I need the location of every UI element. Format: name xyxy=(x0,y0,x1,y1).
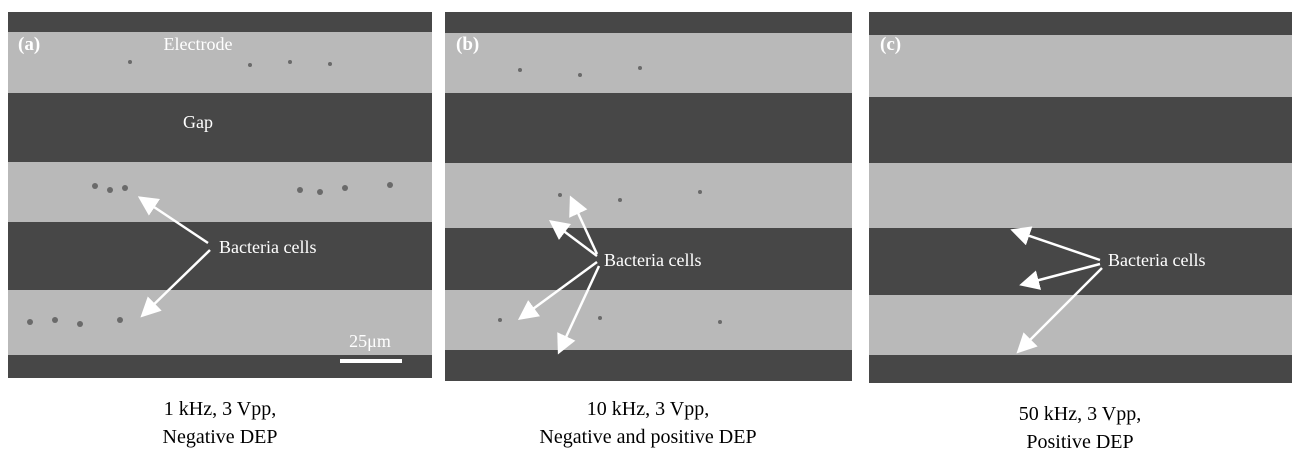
electrode-stripe xyxy=(8,162,432,222)
arrow xyxy=(549,220,598,257)
electrode-stripe xyxy=(445,163,852,228)
caption: 1 kHz, 3 Vpp, xyxy=(164,398,276,420)
annotation: Bacteria cells xyxy=(219,237,316,257)
annotation: Bacteria cells xyxy=(1108,250,1205,270)
caption: Negative and positive DEP xyxy=(539,426,756,448)
panel-label: (c) xyxy=(880,34,901,55)
scale-label: 25μm xyxy=(349,331,391,351)
electrode-stripe xyxy=(445,290,852,350)
arrow xyxy=(1016,267,1103,354)
electrode-stripe xyxy=(8,32,432,93)
caption: Positive DEP xyxy=(1026,431,1133,452)
caption: 10 kHz, 3 Vpp, xyxy=(587,398,709,420)
electrode-stripe xyxy=(869,295,1292,355)
electrode-stripe xyxy=(869,35,1292,97)
cells xyxy=(498,66,722,324)
panel-c: (c) Bacteria cells 50 kHz, 3 Vpp, Positi… xyxy=(869,12,1292,452)
arrow xyxy=(569,195,599,255)
caption: Negative DEP xyxy=(163,426,278,448)
electrode-stripe xyxy=(445,33,852,93)
arrow xyxy=(1010,226,1101,262)
cells xyxy=(27,60,393,327)
arrow xyxy=(137,196,209,245)
arrow xyxy=(517,260,598,320)
arrow xyxy=(557,265,601,355)
electrode-stripe xyxy=(869,163,1292,228)
annotation: Bacteria cells xyxy=(604,250,701,270)
annotation: Electrode xyxy=(164,34,233,54)
panel-label: (a) xyxy=(18,34,40,55)
arrow xyxy=(140,249,211,318)
panel-label: (b) xyxy=(456,34,479,55)
arrow xyxy=(1019,262,1101,290)
annotation: Gap xyxy=(183,112,213,132)
panel-a: (a) Electrode Gap Bacteria cells 25μm 1 … xyxy=(8,12,432,448)
caption: 50 kHz, 3 Vpp, xyxy=(1019,403,1141,425)
panel-b: (b) Bacteria cells 10 kHz, 3 Vpp, Negati… xyxy=(445,12,852,448)
